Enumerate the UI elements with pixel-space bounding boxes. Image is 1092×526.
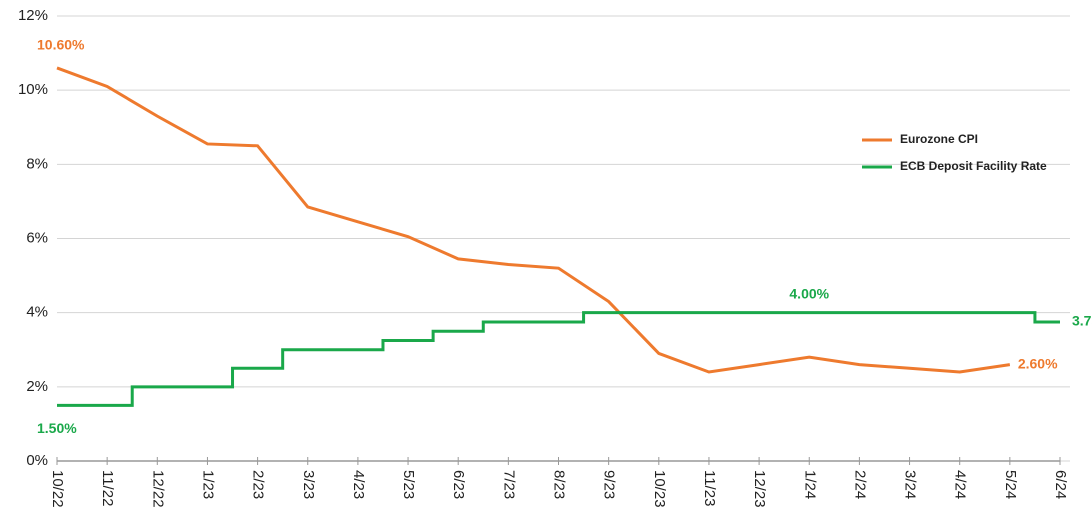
x-tick-label: 12/23 (751, 470, 768, 508)
y-tick-label: 0% (26, 452, 48, 469)
y-tick-label: 8% (26, 155, 48, 172)
x-tick-label: 1/23 (199, 470, 216, 499)
x-tick-label: 6/24 (1052, 470, 1069, 499)
series-line (57, 311, 1060, 407)
value-label: 3.75% (1072, 313, 1092, 329)
y-tick-label: 6% (26, 229, 48, 246)
value-label: 4.00% (789, 285, 829, 301)
x-tick-label: 9/23 (601, 470, 618, 499)
value-label: 10.60% (37, 37, 85, 53)
y-tick-label: 2% (26, 378, 48, 395)
x-tick-label: 3/24 (902, 470, 919, 499)
series-line (56, 66, 1011, 374)
x-tick-label: 11/23 (701, 470, 718, 506)
y-tick-label: 4% (26, 304, 48, 321)
x-tick-label: 8/23 (551, 470, 568, 499)
x-tick-label: 5/24 (1002, 470, 1019, 499)
legend-label: Eurozone CPI (900, 132, 978, 146)
x-tick-label: 7/23 (500, 470, 517, 499)
x-tick-label: 2/23 (250, 470, 267, 499)
x-tick-label: 5/23 (400, 470, 417, 499)
legend-label: ECB Deposit Facility Rate (900, 159, 1047, 173)
x-tick-label: 4/23 (350, 470, 367, 499)
x-tick-label: 6/23 (450, 470, 467, 499)
y-tick-label: 10% (18, 81, 48, 98)
x-tick-label: 12/22 (149, 470, 166, 508)
x-tick-label: 10/22 (49, 470, 66, 508)
y-tick-label: 12% (18, 7, 48, 24)
x-tick-label: 1/24 (801, 470, 818, 499)
x-tick-label: 4/24 (952, 470, 969, 499)
x-tick-label: 10/23 (651, 470, 668, 508)
x-tick-label: 11/22 (99, 470, 116, 506)
value-label: 1.50% (37, 420, 77, 436)
value-label: 2.60% (1018, 355, 1058, 371)
x-tick-label: 3/23 (300, 470, 317, 499)
x-tick-label: 2/24 (851, 470, 868, 499)
